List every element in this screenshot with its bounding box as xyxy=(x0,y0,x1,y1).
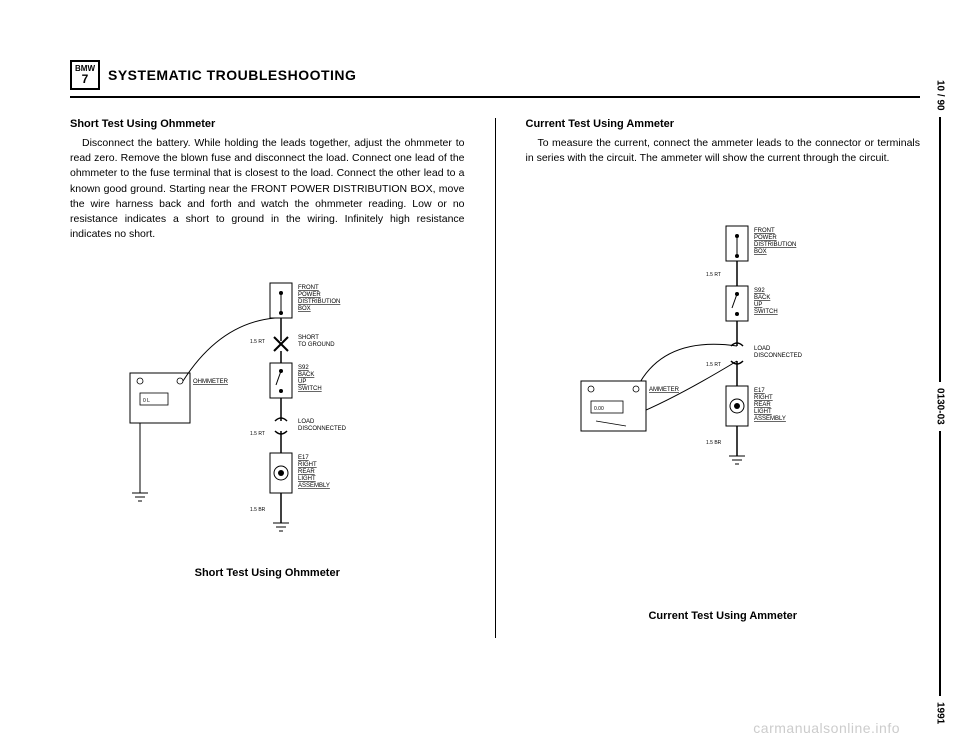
svg-text:1.5 RT: 1.5 RT xyxy=(706,272,721,278)
svg-text:LIGHT: LIGHT xyxy=(754,409,772,415)
svg-text:E17: E17 xyxy=(298,455,309,461)
side-bottom: 1991 xyxy=(935,702,946,724)
right-column: Current Test Using Ammeter To measure th… xyxy=(526,118,921,638)
svg-text:DISTRIBUTION: DISTRIBUTION xyxy=(754,242,796,248)
svg-text:1.5 BR: 1.5 BR xyxy=(250,507,266,513)
right-body: To measure the current, connect the amme… xyxy=(526,136,921,166)
meter-display: 0 L xyxy=(143,398,150,404)
bmw-logo: BMW 7 xyxy=(70,60,100,90)
svg-text:REAR: REAR xyxy=(298,469,315,475)
svg-text:S92: S92 xyxy=(754,288,765,294)
svg-text:UP: UP xyxy=(754,302,762,308)
left-caption: Short Test Using Ohmmeter xyxy=(70,567,465,579)
svg-text:BACK: BACK xyxy=(298,372,314,378)
svg-text:POWER: POWER xyxy=(754,235,777,241)
columns: Short Test Using Ohmmeter Disconnect the… xyxy=(70,118,920,638)
svg-text:DISCONNECTED: DISCONNECTED xyxy=(298,426,347,432)
watermark: carmanualsonline.info xyxy=(753,720,900,736)
side-top: 10 / 90 xyxy=(935,80,946,111)
svg-text:RIGHT: RIGHT xyxy=(298,462,317,468)
right-heading: Current Test Using Ammeter xyxy=(526,118,921,130)
svg-text:FRONT: FRONT xyxy=(754,228,775,234)
meter-label: OHMMETER xyxy=(193,379,229,385)
header-rule xyxy=(70,96,920,98)
svg-text:0.00: 0.00 xyxy=(594,406,604,412)
svg-text:E17: E17 xyxy=(754,388,765,394)
left-heading: Short Test Using Ohmmeter xyxy=(70,118,465,130)
svg-text:1.5 BR: 1.5 BR xyxy=(706,440,722,446)
page: BMW 7 SYSTEMATIC TROUBLESHOOTING Short T… xyxy=(0,0,960,744)
side-mid: 0130-03 xyxy=(935,388,946,425)
svg-text:LOAD: LOAD xyxy=(754,346,771,352)
svg-text:ASSEMBLY: ASSEMBLY xyxy=(298,483,330,489)
svg-text:SWITCH: SWITCH xyxy=(298,386,322,392)
svg-text:AMMETER: AMMETER xyxy=(649,387,680,393)
left-body: Disconnect the battery. While holding th… xyxy=(70,136,465,243)
svg-text:POWER: POWER xyxy=(298,292,321,298)
side-rail: 10 / 90 0130-03 1991 xyxy=(930,80,950,724)
svg-text:SHORT: SHORT xyxy=(298,335,319,341)
ammeter-diagram-svg: FRONT POWER DISTRIBUTION BOX 1.5 RT S92 … xyxy=(526,206,886,556)
svg-text:RIGHT: RIGHT xyxy=(754,395,773,401)
logo-bottom: 7 xyxy=(82,73,89,85)
svg-text:SWITCH: SWITCH xyxy=(754,309,778,315)
svg-text:DISCONNECTED: DISCONNECTED xyxy=(754,353,803,359)
svg-text:DISTRIBUTION: DISTRIBUTION xyxy=(298,299,340,305)
svg-text:TO GROUND: TO GROUND xyxy=(298,342,335,348)
svg-text:FRONT: FRONT xyxy=(298,285,319,291)
svg-text:REAR: REAR xyxy=(754,402,771,408)
svg-text:LIGHT: LIGHT xyxy=(298,476,316,482)
svg-text:BOX: BOX xyxy=(298,306,311,312)
svg-text:S92: S92 xyxy=(298,365,309,371)
svg-text:1.5 RT: 1.5 RT xyxy=(250,339,265,345)
right-diagram: FRONT POWER DISTRIBUTION BOX 1.5 RT S92 … xyxy=(526,206,921,606)
side-line-1 xyxy=(939,117,941,382)
ohmmeter-diagram-svg: 0 L OHMMETER FRONT xyxy=(70,263,430,563)
right-caption: Current Test Using Ammeter xyxy=(526,610,921,622)
svg-text:BACK: BACK xyxy=(754,295,770,301)
svg-text:UP: UP xyxy=(298,379,306,385)
svg-text:ASSEMBLY: ASSEMBLY xyxy=(754,416,786,422)
page-title: SYSTEMATIC TROUBLESHOOTING xyxy=(108,67,356,83)
side-line-2 xyxy=(939,431,941,696)
column-divider xyxy=(495,118,496,638)
header: BMW 7 SYSTEMATIC TROUBLESHOOTING xyxy=(70,60,920,90)
svg-text:BOX: BOX xyxy=(754,249,767,255)
left-column: Short Test Using Ohmmeter Disconnect the… xyxy=(70,118,465,638)
svg-text:1.5 RT: 1.5 RT xyxy=(250,431,265,437)
svg-text:1.5 RT: 1.5 RT xyxy=(706,362,721,368)
left-diagram: 0 L OHMMETER FRONT xyxy=(70,263,465,563)
svg-text:LOAD: LOAD xyxy=(298,419,315,425)
